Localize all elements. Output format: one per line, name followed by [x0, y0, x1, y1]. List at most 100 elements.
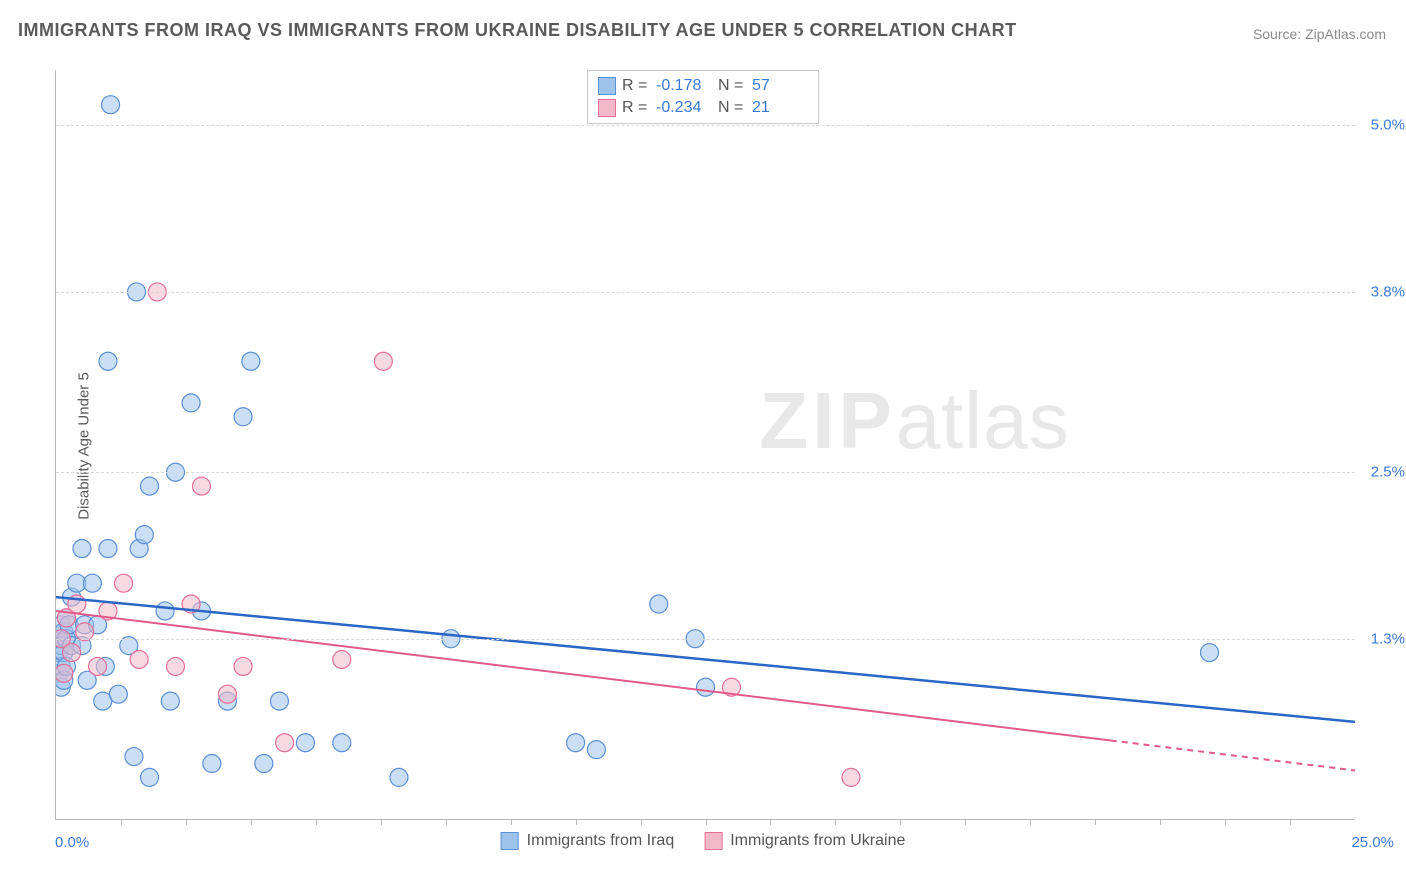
x-tick: [900, 819, 901, 825]
legend-item-ukraine: Immigrants from Ukraine: [704, 832, 905, 850]
x-tick: [576, 819, 577, 825]
trend-line: [56, 597, 1355, 722]
data-point: [218, 692, 236, 710]
data-point: [333, 734, 351, 752]
data-point: [94, 692, 112, 710]
data-point: [587, 741, 605, 759]
data-point: [63, 588, 81, 606]
data-point: [68, 595, 86, 613]
data-point: [109, 685, 127, 703]
data-point: [161, 692, 179, 710]
x-tick: [770, 819, 771, 825]
data-point: [99, 602, 117, 620]
data-point: [135, 526, 153, 544]
data-point: [96, 657, 114, 675]
data-point: [203, 755, 221, 773]
y-tick-label: 5.0%: [1361, 117, 1405, 134]
data-point: [141, 477, 159, 495]
r-label: R =: [622, 77, 650, 95]
data-point: [167, 657, 185, 675]
data-point: [89, 657, 107, 675]
data-point: [125, 748, 143, 766]
data-point: [192, 602, 210, 620]
data-point: [234, 408, 252, 426]
data-point: [234, 657, 252, 675]
data-point: [99, 540, 117, 558]
x-tick: [1030, 819, 1031, 825]
x-tick: [511, 819, 512, 825]
data-point: [68, 574, 86, 592]
source-attribution: Source: ZipAtlas.com: [1253, 26, 1386, 42]
x-axis-min-label: 0.0%: [55, 834, 89, 851]
x-tick: [316, 819, 317, 825]
data-point: [63, 644, 81, 662]
data-point: [390, 768, 408, 786]
data-point: [296, 734, 314, 752]
x-tick: [1225, 819, 1226, 825]
data-point: [192, 477, 210, 495]
swatch-iraq-icon: [501, 832, 519, 850]
n-value-ukraine: 21: [752, 99, 808, 117]
data-point: [130, 650, 148, 668]
data-point: [73, 540, 91, 558]
data-point: [60, 616, 78, 634]
data-point: [255, 755, 273, 773]
data-point: [56, 644, 73, 662]
n-label: N =: [718, 77, 746, 95]
n-value-iraq: 57: [752, 77, 808, 95]
data-point: [83, 574, 101, 592]
x-tick: [1160, 819, 1161, 825]
chart-plot-area: 1.3%2.5%3.8%5.0%: [55, 70, 1355, 820]
x-tick: [965, 819, 966, 825]
trend-line: [56, 611, 1111, 741]
x-tick: [1290, 819, 1291, 825]
data-point: [182, 394, 200, 412]
data-point: [374, 352, 392, 370]
data-point: [56, 664, 73, 682]
data-point: [102, 96, 120, 114]
x-tick: [251, 819, 252, 825]
gridline: [56, 125, 1355, 126]
data-point: [242, 352, 260, 370]
legend-label-iraq: Immigrants from Iraq: [527, 832, 675, 850]
data-point: [115, 574, 133, 592]
x-tick: [121, 819, 122, 825]
data-point: [218, 685, 236, 703]
series-legend: Immigrants from Iraq Immigrants from Ukr…: [501, 832, 906, 850]
data-point: [842, 768, 860, 786]
r-value-ukraine: -0.234: [656, 99, 712, 117]
y-tick-label: 1.3%: [1361, 630, 1405, 647]
data-point: [56, 616, 70, 634]
x-tick: [381, 819, 382, 825]
correlation-legend: R = -0.178 N = 57 R = -0.234 N = 21: [587, 70, 819, 124]
chart-svg-overlay: [56, 70, 1355, 819]
x-tick: [706, 819, 707, 825]
x-tick: [835, 819, 836, 825]
data-point: [78, 671, 96, 689]
legend-label-ukraine: Immigrants from Ukraine: [730, 832, 905, 850]
data-point: [182, 595, 200, 613]
n-label: N =: [718, 99, 746, 117]
data-point: [99, 352, 117, 370]
data-point: [141, 768, 159, 786]
r-value-iraq: -0.178: [656, 77, 712, 95]
data-point: [56, 664, 68, 682]
data-point: [57, 609, 75, 627]
gridline: [56, 292, 1355, 293]
data-point: [130, 540, 148, 558]
x-tick: [1095, 819, 1096, 825]
data-point: [270, 692, 288, 710]
data-point: [276, 734, 294, 752]
data-point: [57, 609, 75, 627]
trend-line-dashed: [1111, 740, 1355, 770]
x-axis-max-label: 25.0%: [1351, 834, 1394, 851]
chart-title: IMMIGRANTS FROM IRAQ VS IMMIGRANTS FROM …: [18, 20, 1017, 41]
data-point: [650, 595, 668, 613]
data-point: [56, 644, 68, 662]
x-tick: [641, 819, 642, 825]
data-point: [89, 616, 107, 634]
data-point: [697, 678, 715, 696]
r-label: R =: [622, 99, 650, 117]
swatch-ukraine-icon: [598, 99, 616, 117]
data-point: [1201, 644, 1219, 662]
